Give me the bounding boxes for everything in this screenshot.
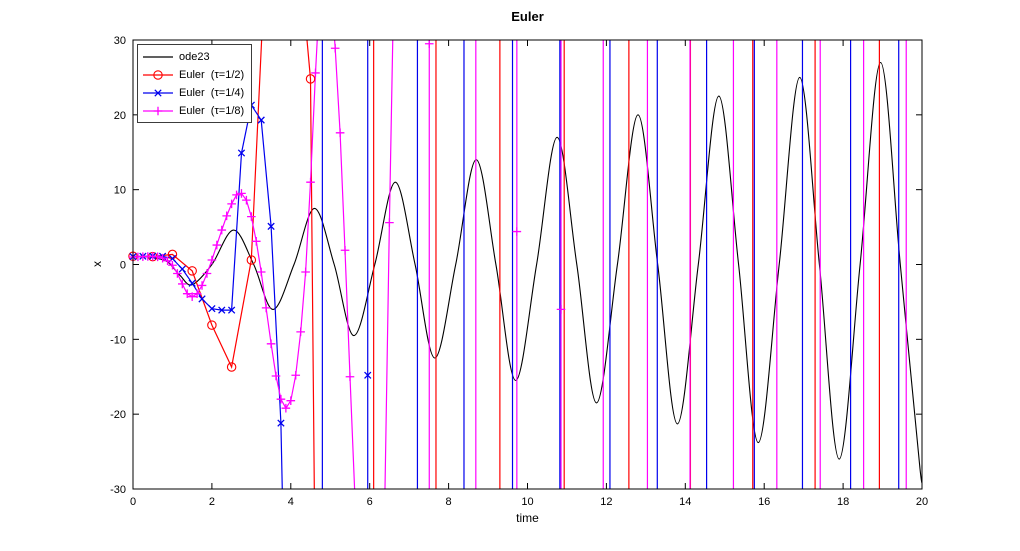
plus-marker bbox=[227, 199, 236, 209]
plus-marker bbox=[296, 327, 305, 337]
series-layer bbox=[133, 40, 922, 489]
x-tick-label: 12 bbox=[600, 496, 612, 508]
legend: ode23 Euler (τ=1/2) Euler (τ=1/4) Euler … bbox=[137, 44, 252, 123]
x-tick-label: 16 bbox=[758, 496, 770, 508]
circle-marker bbox=[187, 266, 197, 276]
x-marker bbox=[257, 116, 265, 124]
legend-label: Euler (τ=1/8) bbox=[179, 105, 245, 117]
x-axis-label: time bbox=[516, 511, 539, 525]
x-marker bbox=[364, 371, 372, 379]
plus-marker bbox=[281, 403, 291, 413]
plus-marker bbox=[222, 211, 231, 221]
plus-marker bbox=[242, 195, 251, 205]
plus-marker bbox=[276, 394, 286, 404]
plus-marker bbox=[187, 292, 197, 301]
x-marker bbox=[237, 149, 246, 157]
plus-marker bbox=[556, 305, 566, 314]
series-euler-tau-0.5 bbox=[133, 40, 315, 489]
x-tick-label: 18 bbox=[837, 496, 849, 508]
plus-marker bbox=[291, 370, 301, 380]
y-tick-label: -20 bbox=[110, 409, 126, 421]
x-marker bbox=[218, 306, 226, 314]
x-tick-label: 6 bbox=[367, 496, 373, 508]
x-marker bbox=[227, 306, 236, 314]
x-marker bbox=[178, 265, 186, 273]
plus-marker bbox=[247, 212, 256, 221]
x-marker bbox=[277, 419, 285, 427]
plus-marker bbox=[232, 190, 241, 200]
x-tick-label: 2 bbox=[209, 496, 215, 508]
plus-marker bbox=[286, 396, 296, 405]
plus-marker bbox=[153, 252, 162, 262]
circle-marker bbox=[305, 74, 316, 84]
plus-marker bbox=[178, 279, 187, 289]
plus-marker bbox=[385, 218, 394, 227]
plus-marker bbox=[261, 303, 271, 313]
plus-marker bbox=[335, 128, 345, 138]
x-marker bbox=[198, 295, 206, 303]
x-tick-label: 4 bbox=[288, 496, 294, 508]
legend-label: ode23 bbox=[179, 51, 210, 63]
plus-marker bbox=[251, 237, 261, 246]
legend-label: Euler (τ=1/4) bbox=[179, 87, 245, 99]
series-ode23 bbox=[133, 61, 922, 484]
y-axis-label: x bbox=[90, 261, 104, 267]
plus-marker bbox=[311, 68, 320, 78]
plus-marker bbox=[168, 260, 177, 270]
x-marker bbox=[208, 304, 216, 313]
y-tick-label: 0 bbox=[120, 260, 126, 272]
circle-marker bbox=[246, 255, 257, 265]
plus-marker bbox=[512, 227, 522, 236]
plus-marker bbox=[192, 289, 202, 298]
plus-marker bbox=[202, 269, 212, 278]
circle-marker bbox=[207, 320, 217, 330]
y-tick-label: 20 bbox=[114, 110, 126, 122]
legend-row-ode23: ode23 bbox=[138, 48, 251, 66]
plus-marker bbox=[330, 43, 340, 53]
legend-sample-plus-marker bbox=[143, 106, 173, 116]
plus-marker bbox=[271, 371, 281, 381]
x-marker bbox=[188, 279, 196, 287]
y-tick-label: -10 bbox=[110, 334, 126, 346]
legend-row-euler-quarter: Euler (τ=1/4) bbox=[138, 84, 251, 102]
axes-box: 0 2 4 6 8 10 12 14 16 18 20 -30 -20 -10 0 10 20 30 bbox=[110, 35, 928, 508]
legend-sample-x-marker bbox=[143, 89, 173, 97]
plot-area bbox=[133, 40, 922, 489]
plus-marker bbox=[212, 240, 222, 250]
plus-marker bbox=[301, 267, 310, 277]
legend-row-euler-eighth: Euler (τ=1/8) bbox=[138, 102, 251, 120]
y-tick-label: 30 bbox=[114, 35, 126, 47]
plus-marker bbox=[217, 225, 227, 235]
x-marker bbox=[267, 222, 275, 230]
marker-layer bbox=[128, 39, 566, 427]
x-tick-label: 10 bbox=[521, 496, 533, 508]
plus-marker bbox=[158, 253, 167, 263]
legend-sample-circle-marker bbox=[143, 70, 173, 80]
x-tick-label: 0 bbox=[130, 496, 136, 508]
plus-marker bbox=[237, 189, 246, 198]
plus-marker bbox=[197, 281, 207, 290]
plus-marker bbox=[207, 255, 217, 265]
plus-marker bbox=[173, 269, 182, 278]
circle-marker bbox=[226, 362, 237, 372]
x-tick-label: 20 bbox=[916, 496, 928, 508]
plus-marker bbox=[340, 245, 350, 255]
plus-marker bbox=[306, 177, 315, 187]
legend-row-euler-half: Euler (τ=1/2) bbox=[138, 66, 251, 84]
plot-title: Euler bbox=[511, 9, 544, 24]
legend-label: Euler (τ=1/2) bbox=[179, 69, 245, 81]
plus-marker bbox=[163, 256, 172, 266]
x-tick-label: 14 bbox=[679, 496, 691, 508]
plus-marker bbox=[182, 289, 192, 298]
x-tick-label: 8 bbox=[446, 496, 452, 508]
legend-sample-line bbox=[143, 56, 173, 58]
plus-marker bbox=[345, 372, 355, 382]
plus-marker bbox=[266, 339, 276, 349]
plus-marker bbox=[424, 39, 434, 49]
plus-marker bbox=[256, 267, 266, 277]
y-tick-label: 10 bbox=[114, 185, 126, 197]
y-tick-label: -30 bbox=[110, 484, 126, 496]
